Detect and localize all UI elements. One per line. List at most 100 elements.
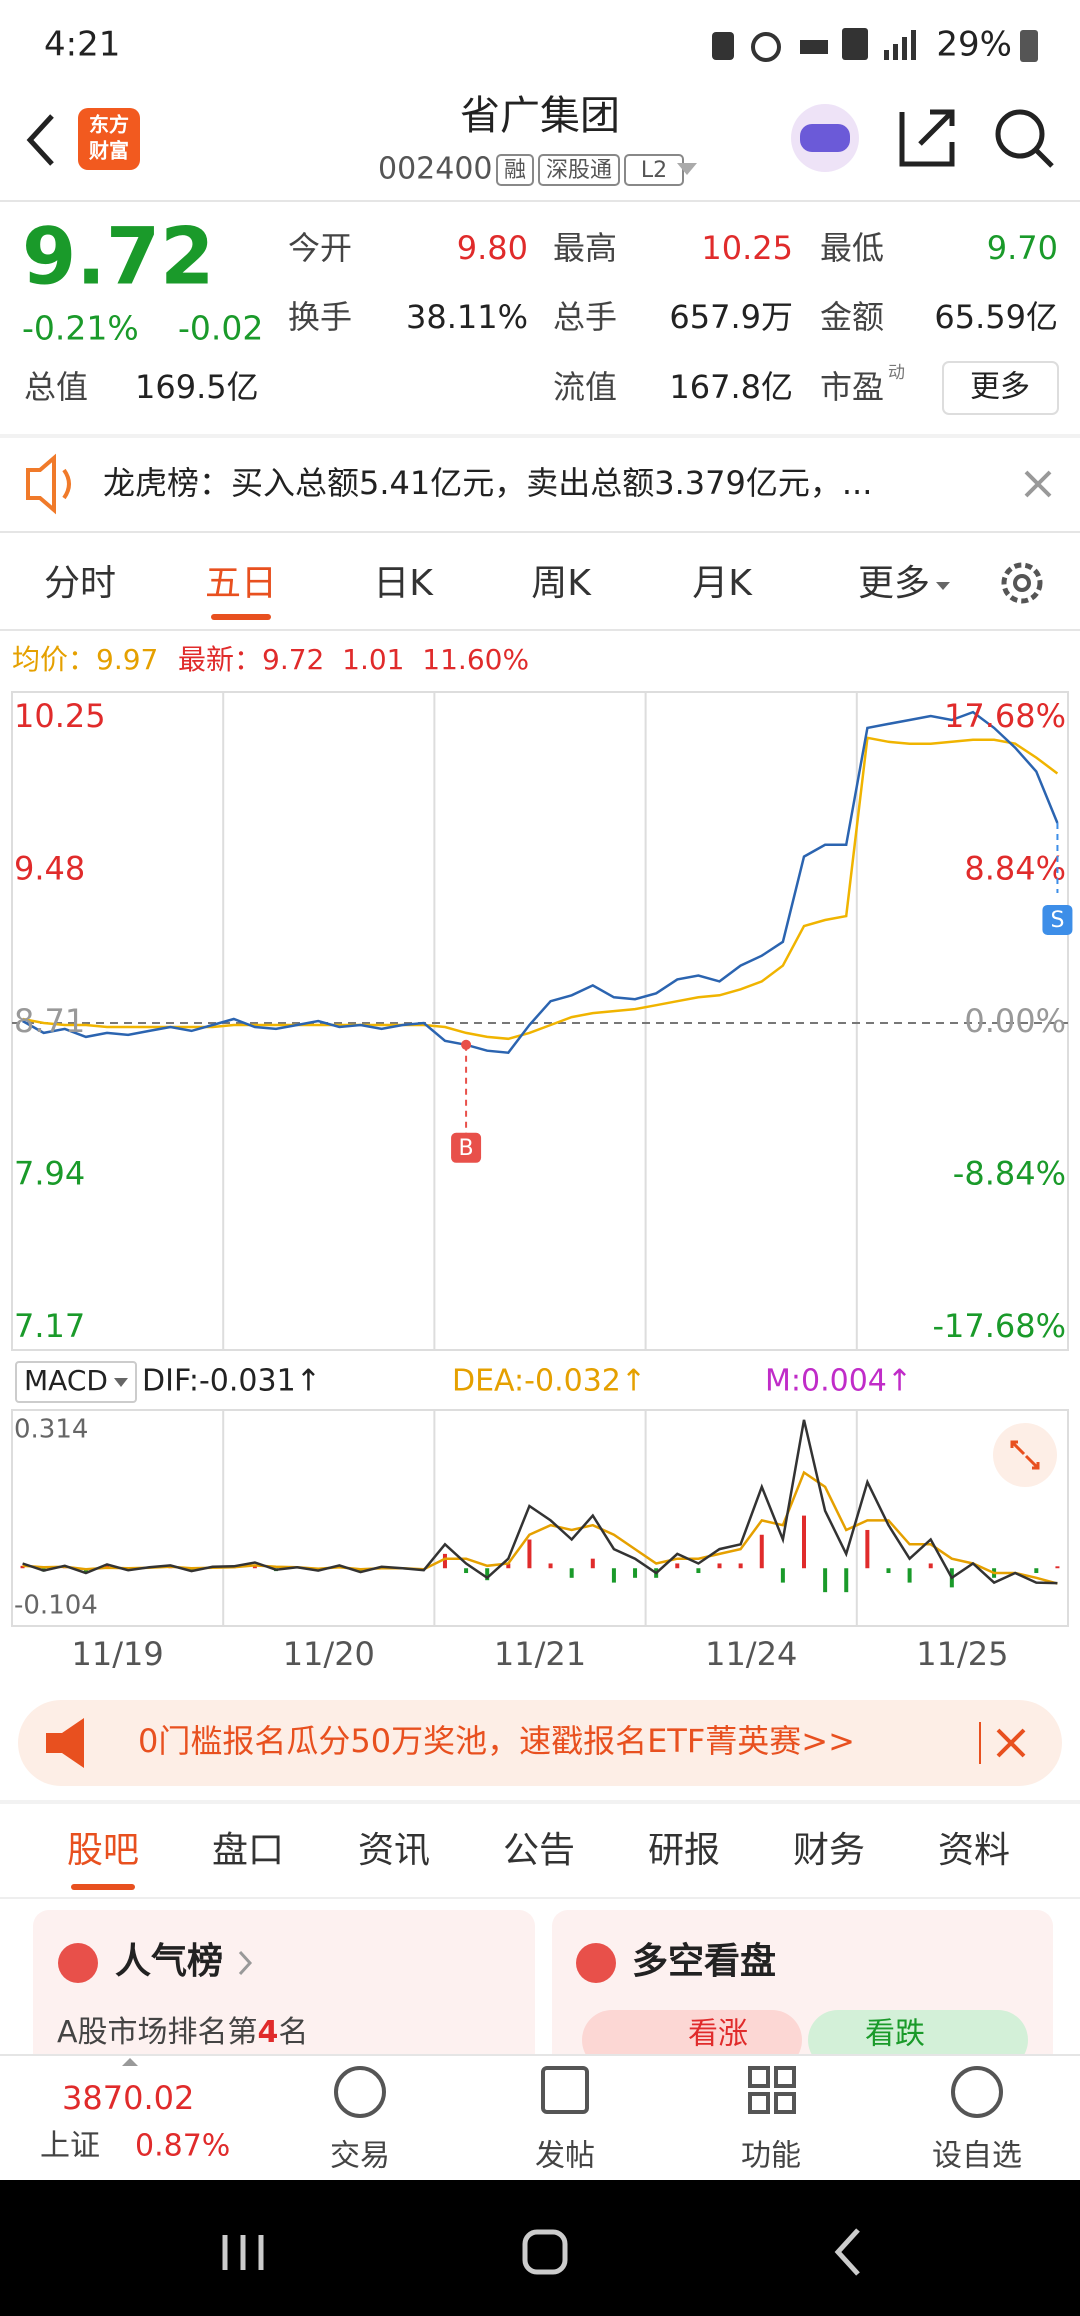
sell-marker: S: [1050, 908, 1064, 933]
m-label: M:0.004↑: [765, 1364, 912, 1399]
buy-marker: B: [459, 1136, 474, 1161]
more-button[interactable]: [942, 361, 1059, 415]
back-button[interactable]: [26, 114, 54, 166]
share-icon[interactable]: [899, 109, 955, 167]
field-label-sup: 动: [888, 363, 905, 383]
expand-button[interactable]: [993, 1423, 1057, 1487]
y-tick-label: 9.48: [14, 850, 85, 888]
y-tick-label: 10.25: [14, 697, 106, 735]
macd-bar: [506, 1563, 511, 1569]
recent-button[interactable]: [222, 2235, 264, 2270]
tag: 深股通: [546, 158, 612, 183]
macd-bar: [823, 1568, 828, 1593]
chevron: [238, 1950, 253, 1976]
date-label: 11/19: [71, 1635, 163, 1673]
chart-tab[interactable]: 周K: [531, 563, 592, 604]
more-label: 更多: [970, 370, 1030, 405]
macd-bar: [759, 1534, 764, 1569]
notice-text[interactable]: 龙虎榜：买入总额5.41亿元，卖出总额3.379亿元，...: [103, 464, 872, 502]
avg-price-info: 均价：9.97: [12, 643, 158, 676]
macd-selector[interactable]: [15, 1361, 137, 1403]
pct-label: 0.00%: [964, 1002, 1066, 1040]
nav-back[interactable]: [834, 2228, 860, 2276]
section-tab[interactable]: 研报: [648, 1830, 720, 1871]
macd-frame: [11, 1409, 1069, 1627]
date-label: 11/24: [705, 1635, 797, 1673]
section-tab[interactable]: 财务: [793, 1830, 865, 1871]
macd-bar: [611, 1568, 616, 1583]
dropdown-arrow[interactable]: [677, 163, 697, 175]
logo-text: 东方: [89, 113, 129, 137]
macd-bar: [485, 1568, 490, 1581]
price-chart: 10.25 17.68% 9.48 8.84% 8.71 0.00% 7.94 -8.84% 7…: [11, 691, 1073, 1351]
section-tab[interactable]: 资料: [938, 1830, 1010, 1871]
macd-chart: MACD DIF:-0.031↑ DEA:-0.032↑ M:0.004↑ 0.314 -…: [11, 1361, 1069, 1673]
macd-bar: [675, 1563, 680, 1569]
macd-bar: [442, 1553, 447, 1569]
chart-tab[interactable]: 分时: [44, 563, 116, 604]
y-tick-label: 7.17: [14, 1307, 85, 1345]
field-label: 市盈: [820, 368, 884, 406]
pct-label: 8.84%: [964, 850, 1066, 888]
field-value: 9.70: [987, 229, 1058, 267]
macd-bar: [464, 1568, 469, 1574]
date-label: 11/20: [283, 1635, 375, 1673]
bottom-item[interactable]: 发帖: [535, 2139, 595, 2174]
change-pct: -0.21%: [22, 309, 139, 348]
assistant-face: [800, 124, 850, 152]
banner-text[interactable]: 0门槛报名瓜分50万奖池，速戳报名ETF菁英赛>>: [138, 1722, 855, 1760]
bottom-item[interactable]: 交易: [330, 2139, 390, 2174]
field-value: 10.25: [701, 229, 793, 267]
chart-tab[interactable]: 五日: [205, 563, 277, 604]
chart-tabs: 分时 五日 日K 周K 月K 更多: [44, 563, 950, 620]
section-tab[interactable]: 股吧: [67, 1830, 139, 1871]
index-value[interactable]: 3870.02: [62, 2079, 194, 2117]
search-icon[interactable]: [995, 109, 1045, 159]
expand-icon: [1010, 1440, 1040, 1470]
macd-bar: [252, 1565, 257, 1569]
status-battery: 29%: [936, 25, 1012, 65]
field-value: 65.59亿: [934, 298, 1058, 336]
rank-number: 4: [258, 2015, 279, 2050]
home-button[interactable]: [522, 2229, 568, 2275]
section-tab[interactable]: 资讯: [358, 1830, 430, 1871]
pct-label: 17.68%: [944, 697, 1066, 735]
field-label: 今开: [288, 229, 352, 267]
banner[interactable]: [18, 1700, 1062, 1786]
buy-dot: [461, 1039, 472, 1050]
section-tab[interactable]: 盘口: [212, 1830, 284, 1871]
tag-box: [538, 154, 620, 186]
macd-selector-label[interactable]: MACD: [24, 1364, 108, 1397]
macd-min-label: -0.104: [14, 1591, 98, 1621]
logo[interactable]: [78, 108, 140, 170]
bottom-items: 交易 发帖 功能 设自选: [330, 2139, 1022, 2174]
sell-badge: [1042, 904, 1073, 935]
index-name[interactable]: 上证: [40, 2129, 100, 2164]
popular-card[interactable]: [33, 1910, 535, 2080]
section-tab[interactable]: 公告: [503, 1830, 575, 1871]
nav-buttons: [222, 2228, 860, 2276]
bottom-item[interactable]: 设自选: [932, 2139, 1022, 2174]
chart-tab[interactable]: 月K: [692, 563, 753, 604]
bottom-item[interactable]: 功能: [741, 2139, 801, 2174]
macd-bar: [1055, 1566, 1060, 1569]
macd-bar: [780, 1568, 785, 1583]
rank-suffix: 名: [278, 2015, 308, 2050]
field-label: 流值: [553, 368, 617, 406]
index-change[interactable]: 0.87%: [135, 2129, 230, 2164]
macd-bar: [717, 1563, 722, 1569]
field-value: 169.5亿: [135, 368, 259, 406]
banner-icon: [46, 1718, 84, 1768]
settings-icon[interactable]: [1001, 562, 1043, 604]
chart-tab[interactable]: 日K: [373, 563, 434, 604]
notice-close[interactable]: [1024, 470, 1052, 498]
tab-dropdown: [936, 582, 950, 590]
macd-bar: [569, 1568, 574, 1578]
banner-close[interactable]: [996, 1728, 1026, 1758]
pct-label: -17.68%: [932, 1307, 1066, 1345]
chart-tab[interactable]: 更多: [858, 563, 930, 604]
macd-bar: [1034, 1568, 1039, 1574]
tag: L2: [641, 158, 667, 183]
macd-bar: [590, 1558, 595, 1569]
macd-dropdown: [114, 1378, 128, 1387]
